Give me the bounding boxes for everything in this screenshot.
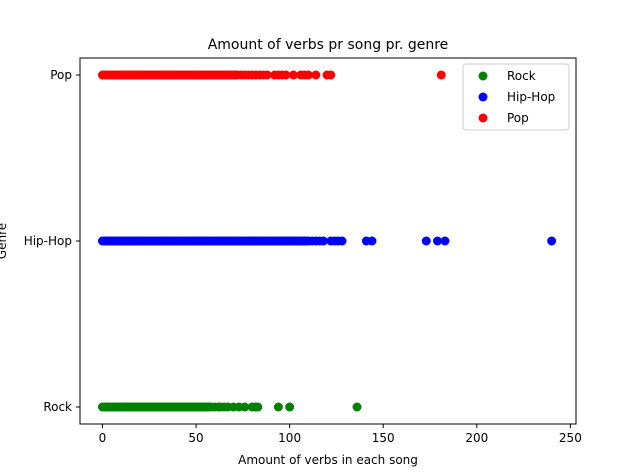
legend-item: Hip-Hop [478,90,555,104]
legend-label: Pop [507,111,529,125]
data-point [352,402,362,412]
legend-marker [478,71,488,81]
x-tick-label: 50 [188,431,203,445]
x-axis-label: Amount of verbs in each song [238,453,418,467]
legend-label: Hip-Hop [507,90,555,104]
y-tick-label: Pop [50,68,72,82]
legend-marker [478,92,488,102]
data-point [262,70,272,80]
data-point [311,70,321,80]
data-point [318,236,328,246]
data-point [367,236,377,246]
x-tick-label: 100 [278,431,301,445]
series-pop [97,70,446,80]
data-point [337,236,347,246]
x-tick-label: 150 [372,431,395,445]
series-hip-hop [97,236,557,246]
data-point [326,70,336,80]
data-point [240,402,250,412]
data-point [436,70,446,80]
x-tick-label: 250 [559,431,582,445]
data-point [288,70,298,80]
data-point [273,402,283,412]
legend-marker [478,113,488,123]
chart-title: Amount of verbs pr song pr. genre [208,37,449,53]
y-tick-label: Hip-Hop [24,234,72,248]
legend-item: Rock [478,69,536,83]
legend-item: Pop [478,111,529,125]
axes: 0 50 100 150 200 250 Rock Hip-Hop Pop [24,57,582,445]
data-point [440,236,450,246]
data-point [547,236,557,246]
y-axis-label: Genre [0,223,9,259]
x-tick-label: 0 [99,431,107,445]
data-points [97,70,557,412]
data-point [303,70,313,80]
data-point [421,236,431,246]
data-point [281,70,291,80]
data-point [432,236,442,246]
data-point [285,402,295,412]
x-tick-label: 200 [465,431,488,445]
data-point [253,402,263,412]
legend: Rock Hip-Hop Pop [462,63,570,131]
series-rock [97,402,362,412]
legend-box [462,63,570,131]
legend-label: Rock [507,69,536,83]
y-tick-label: Rock [43,400,72,414]
